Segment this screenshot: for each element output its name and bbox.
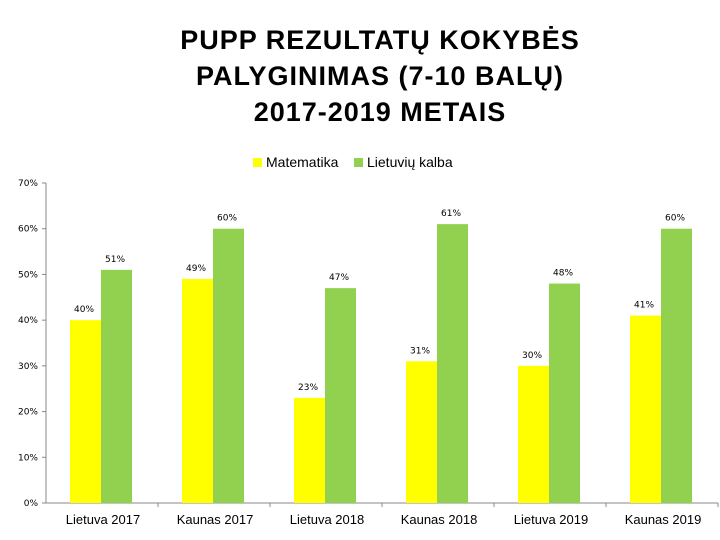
- bar-lietuviu-kalba: [101, 269, 132, 503]
- bar-matematika: [406, 361, 437, 503]
- category-label: Lietuva 2019: [514, 512, 588, 527]
- data-label: 60%: [665, 214, 685, 224]
- data-label: 41%: [634, 301, 654, 311]
- category-label: Lietuva 2018: [290, 512, 364, 527]
- data-label: 23%: [298, 383, 318, 393]
- y-tick-label: 0%: [24, 499, 39, 509]
- chart-title-line-1: PUPP REZULTATŲ KOKYBĖS: [180, 25, 580, 55]
- y-tick-label: 40%: [18, 316, 38, 326]
- data-label: 49%: [186, 264, 206, 274]
- data-label: 60%: [217, 214, 237, 224]
- data-label: 51%: [105, 255, 125, 265]
- bar-matematika: [518, 365, 549, 503]
- y-tick-label: 20%: [18, 408, 38, 418]
- bar-matematika: [630, 315, 661, 503]
- bar-lietuviu-kalba: [437, 224, 468, 503]
- category-label: Kaunas 2017: [177, 512, 254, 527]
- bar-lietuviu-kalba: [325, 288, 356, 503]
- bar-matematika: [294, 397, 325, 503]
- y-tick-label: 60%: [18, 225, 38, 235]
- data-label: 47%: [329, 273, 349, 283]
- bar-lietuviu-kalba: [213, 228, 244, 503]
- chart-title-line-3: 2017-2019 METAIS: [253, 97, 507, 127]
- legend-swatch: [354, 158, 363, 167]
- y-tick-label: 50%: [18, 270, 38, 280]
- category-label: Lietuva 2017: [66, 512, 140, 527]
- data-label: 40%: [74, 305, 94, 315]
- data-label: 31%: [410, 346, 430, 356]
- y-tick-label: 30%: [18, 362, 38, 372]
- data-label: 30%: [522, 351, 542, 361]
- data-label: 61%: [441, 209, 461, 219]
- legend-entry: Lietuvių kalba: [367, 154, 453, 170]
- y-tick-label: 70%: [18, 179, 38, 189]
- category-label: Kaunas 2019: [625, 512, 702, 527]
- bar-matematika: [182, 279, 213, 503]
- bar-matematika: [70, 320, 101, 503]
- data-label: 48%: [553, 269, 573, 279]
- chart-title-line-2: PALYGINIMAS (7-10 BALŲ): [195, 61, 565, 91]
- chart-title: PUPP REZULTATŲ KOKYBĖS PALYGINIMAS (7-10…: [100, 22, 660, 130]
- bar-lietuviu-kalba: [549, 283, 580, 503]
- legend-swatch: [253, 158, 262, 167]
- category-label: Kaunas 2018: [401, 512, 478, 527]
- bar-lietuviu-kalba: [661, 228, 692, 503]
- legend-entry: Matematika: [266, 154, 339, 170]
- y-tick-label: 10%: [18, 453, 38, 463]
